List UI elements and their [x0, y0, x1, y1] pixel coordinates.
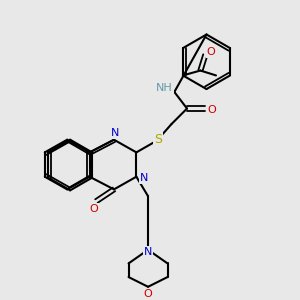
- Text: N: N: [144, 247, 152, 257]
- Text: O: O: [144, 289, 152, 298]
- Text: O: O: [207, 104, 216, 115]
- Text: O: O: [207, 47, 215, 57]
- Text: N: N: [111, 128, 119, 138]
- Text: N: N: [140, 173, 148, 183]
- Text: NH: NH: [156, 83, 173, 93]
- Text: O: O: [89, 204, 98, 214]
- Text: S: S: [154, 133, 162, 146]
